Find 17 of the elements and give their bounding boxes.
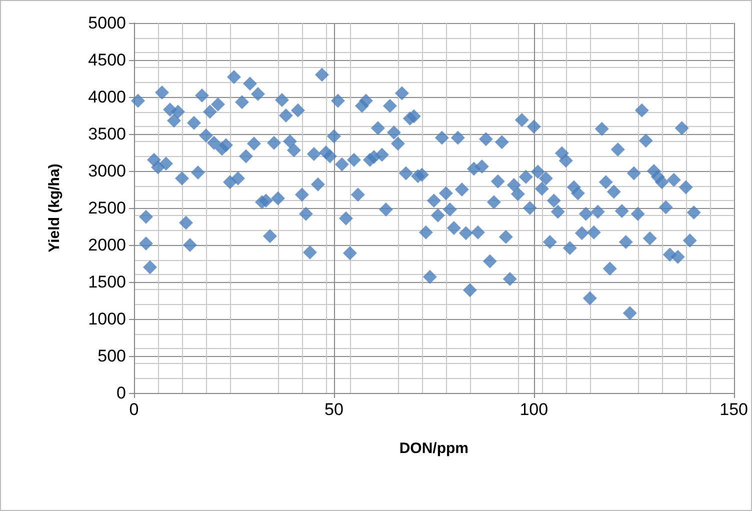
y-tick-label: 500 <box>98 346 126 366</box>
y-axis-title: Yield (kg/ha) <box>46 164 63 252</box>
y-tick-label: 2500 <box>88 198 126 218</box>
x-tick-label: 0 <box>129 400 139 419</box>
x-tick-label: 100 <box>520 400 548 419</box>
y-tick-label: 3000 <box>88 162 126 180</box>
y-tick-label: 4000 <box>88 88 126 106</box>
y-tick-label: 1000 <box>88 310 126 328</box>
y-tick-label: 4500 <box>88 50 126 70</box>
x-tick-label: 50 <box>324 400 344 419</box>
x-tick-label: 150 <box>720 400 748 419</box>
y-tick-label: 2000 <box>88 236 126 254</box>
y-tick-label: 0 <box>116 384 126 402</box>
y-tick-label: 5000 <box>88 14 126 32</box>
y-tick-label: 1500 <box>88 272 126 292</box>
x-axis-title: DON/ppm <box>399 440 468 457</box>
y-tick-label: 3500 <box>88 124 126 144</box>
